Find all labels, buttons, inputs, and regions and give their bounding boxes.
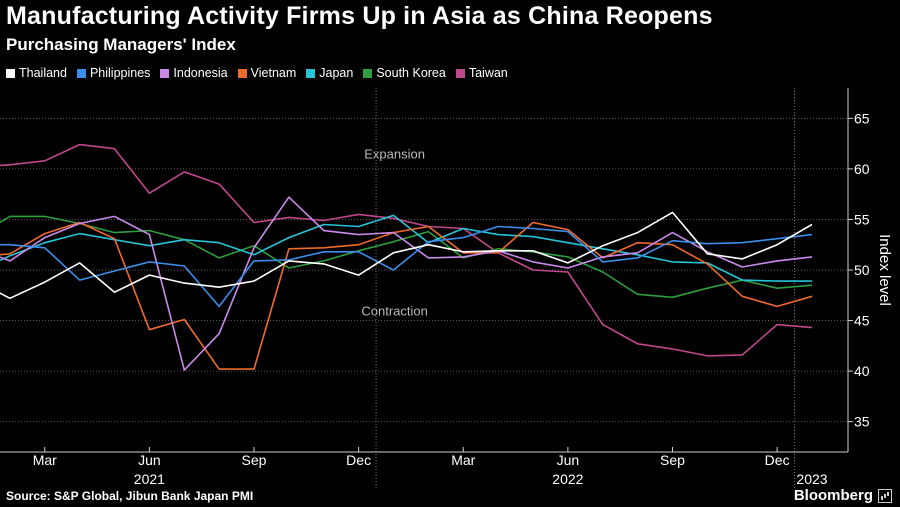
legend-label: Japan	[319, 66, 354, 80]
chart-title: Manufacturing Activity Firms Up in Asia …	[6, 2, 713, 30]
legend-item-japan: Japan	[306, 66, 353, 80]
y-tick-label: 60	[854, 161, 870, 177]
x-tick-label: Mar	[451, 452, 475, 468]
legend-swatch	[6, 68, 15, 78]
chart-subtitle: Purchasing Managers' Index	[6, 35, 236, 54]
series-line-philippines	[0, 225, 813, 308]
legend-swatch	[160, 68, 170, 78]
series-line-japan	[0, 214, 812, 282]
series-line-vietnam	[0, 221, 813, 370]
legend: Thailand Philippines Indonesia Vietnam Japan…	[6, 66, 508, 80]
x-tick-label: Sep	[242, 452, 267, 468]
legend-swatch	[363, 68, 373, 78]
y-axis-label: Index level	[876, 234, 893, 306]
legend-swatch	[76, 68, 86, 78]
legend-item-philippines: Philippines	[76, 66, 151, 80]
source-note: Source: S&P Global, Jibun Bank Japan PMI	[6, 489, 254, 503]
y-tick-label: 65	[854, 110, 870, 126]
legend-swatch	[455, 68, 465, 78]
y-tick-label: 55	[854, 211, 870, 227]
year-label: 2021	[134, 471, 165, 487]
series-line-thailand	[0, 211, 813, 300]
legend-label: Thailand	[19, 66, 67, 80]
y-tick-label: 50	[854, 262, 870, 278]
brand-logo: Bloomberg	[794, 487, 892, 504]
legend-item-south-korea: South Korea	[363, 66, 446, 80]
legend-item-vietnam: Vietnam	[237, 66, 297, 80]
legend-item-thailand: Thailand	[6, 66, 67, 80]
legend-swatch	[237, 68, 247, 78]
legend-item-indonesia: Indonesia	[160, 66, 228, 80]
year-label: 2022	[552, 471, 583, 487]
x-tick-label: Dec	[346, 452, 371, 468]
legend-label: Philippines	[89, 66, 151, 80]
legend-item-taiwan: Taiwan	[455, 66, 508, 80]
legend-label: South Korea	[376, 66, 446, 80]
legend-swatch	[306, 68, 316, 78]
series-line-taiwan	[0, 143, 813, 357]
legend-label: Taiwan	[468, 66, 508, 80]
x-tick-label: Mar	[33, 452, 57, 468]
annotation: Contraction	[361, 303, 427, 318]
x-tick-label: Sep	[660, 452, 685, 468]
series-line-indonesia	[0, 196, 813, 371]
year-label: 2023	[796, 471, 827, 487]
x-tick-label: Jun	[138, 452, 161, 468]
x-tick-label: Jun	[557, 452, 580, 468]
y-tick-label: 35	[854, 414, 870, 430]
chart-icon	[878, 488, 892, 503]
brand-name: Bloomberg	[793, 487, 873, 504]
legend-label: Vietnam	[250, 66, 297, 80]
annotation: Expansion	[364, 147, 425, 162]
y-tick-label: 45	[854, 313, 870, 329]
legend-label: Indonesia	[173, 66, 228, 80]
x-tick-label: Dec	[765, 452, 790, 468]
y-tick-label: 40	[854, 363, 870, 379]
series-line-south-korea	[0, 215, 813, 299]
